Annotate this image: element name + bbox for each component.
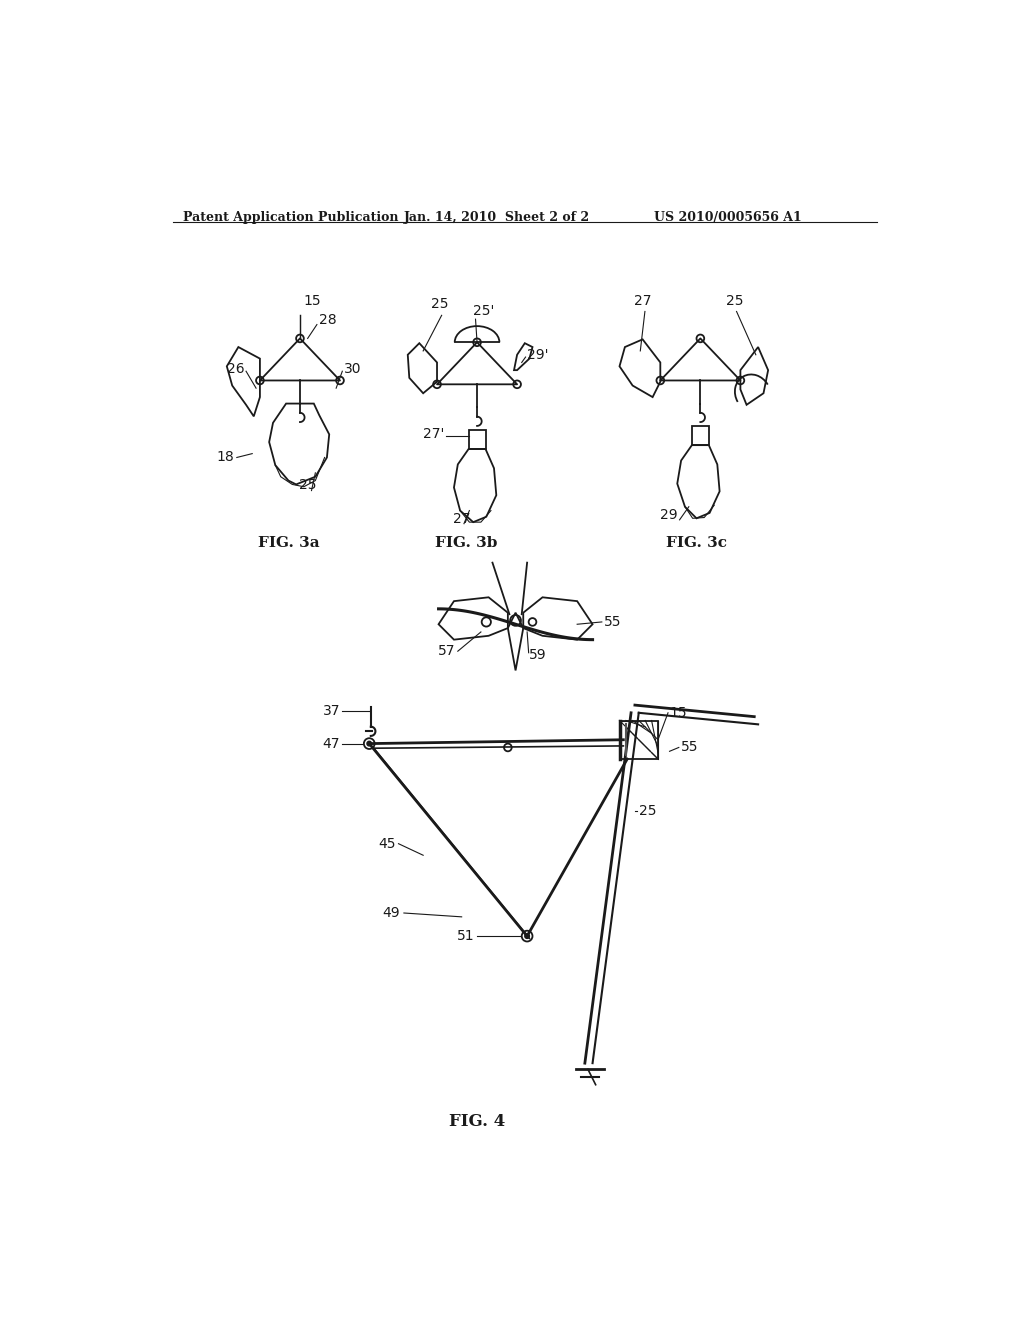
Text: 28: 28 — [319, 313, 337, 327]
Bar — [620, 721, 658, 759]
Text: FIG. 3a: FIG. 3a — [258, 536, 319, 549]
Text: 25': 25' — [473, 304, 495, 318]
Text: 59: 59 — [529, 648, 547, 663]
Text: 37: 37 — [323, 705, 340, 718]
Text: Patent Application Publication: Patent Application Publication — [183, 211, 398, 224]
Text: 26: 26 — [227, 362, 245, 376]
Text: 27: 27 — [634, 293, 651, 308]
Text: Jan. 14, 2010  Sheet 2 of 2: Jan. 14, 2010 Sheet 2 of 2 — [403, 211, 590, 224]
Text: 25: 25 — [431, 297, 449, 312]
Text: 18: 18 — [217, 450, 234, 465]
Text: 55: 55 — [604, 615, 622, 628]
Text: 29': 29' — [527, 347, 549, 362]
Bar — [692, 426, 709, 445]
Text: 15: 15 — [304, 293, 322, 308]
Text: 25: 25 — [726, 293, 743, 308]
Text: 29: 29 — [659, 508, 677, 523]
Text: 47: 47 — [323, 737, 340, 751]
Text: 57: 57 — [438, 644, 456, 659]
Text: 27: 27 — [453, 512, 470, 525]
Bar — [469, 430, 485, 449]
Text: 15: 15 — [670, 706, 687, 719]
Text: 55: 55 — [681, 741, 698, 755]
Text: 25: 25 — [639, 804, 656, 818]
Circle shape — [525, 933, 529, 939]
Text: 51: 51 — [457, 929, 475, 942]
Text: 49: 49 — [382, 906, 400, 920]
Text: 30: 30 — [344, 362, 361, 376]
Text: FIG. 3c: FIG. 3c — [666, 536, 727, 549]
Circle shape — [367, 742, 372, 746]
Text: US 2010/0005656 A1: US 2010/0005656 A1 — [654, 211, 802, 224]
Text: 25: 25 — [299, 478, 316, 492]
Text: 45: 45 — [379, 837, 396, 850]
Text: FIG. 4: FIG. 4 — [449, 1113, 505, 1130]
Text: 27': 27' — [423, 426, 444, 441]
Text: FIG. 3b: FIG. 3b — [435, 536, 497, 549]
